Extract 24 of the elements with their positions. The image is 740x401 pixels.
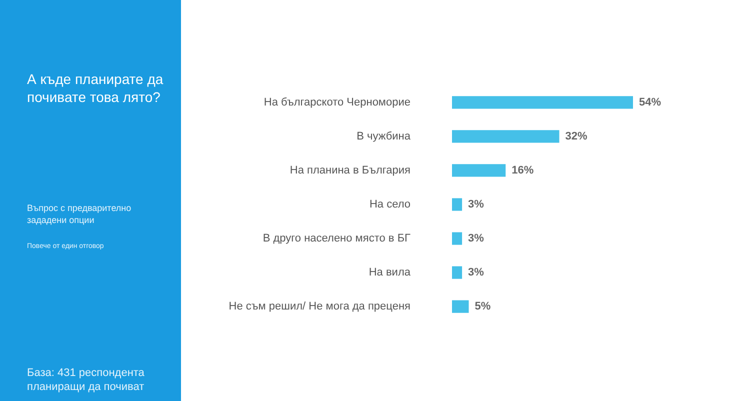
data-label: 16% xyxy=(512,164,534,176)
y-tick-label: На село xyxy=(369,198,410,210)
bar xyxy=(452,130,560,143)
y-tick-label: Не съм решил/ Не мога да преценя xyxy=(228,300,411,313)
text: Въпрос с предварително зададени опции xyxy=(27,202,132,226)
data-label: 3% xyxy=(468,266,484,279)
data-label: 54% xyxy=(639,96,662,108)
bar xyxy=(452,198,462,211)
bar xyxy=(452,96,633,109)
y-tick-label: В чужбина xyxy=(356,130,412,142)
y-tick-label: На българското Черноморие xyxy=(264,96,410,108)
data-label: 5% xyxy=(474,300,491,313)
y-tick-label: На вила xyxy=(368,266,412,279)
data-label: 3% xyxy=(468,232,484,245)
bar xyxy=(452,164,506,177)
text: База: 431 респондента планиращи да почиват xyxy=(27,366,146,394)
data-label: 3% xyxy=(468,198,484,210)
bar xyxy=(452,266,462,279)
text: А къде планирате да почивате това лято? xyxy=(27,70,164,106)
bar xyxy=(452,300,469,313)
data-label: 32% xyxy=(565,130,588,142)
bar xyxy=(452,232,462,245)
y-tick-label: В друго населено място в БГ xyxy=(262,232,411,245)
y-tick-label: На планина в България xyxy=(290,164,411,176)
